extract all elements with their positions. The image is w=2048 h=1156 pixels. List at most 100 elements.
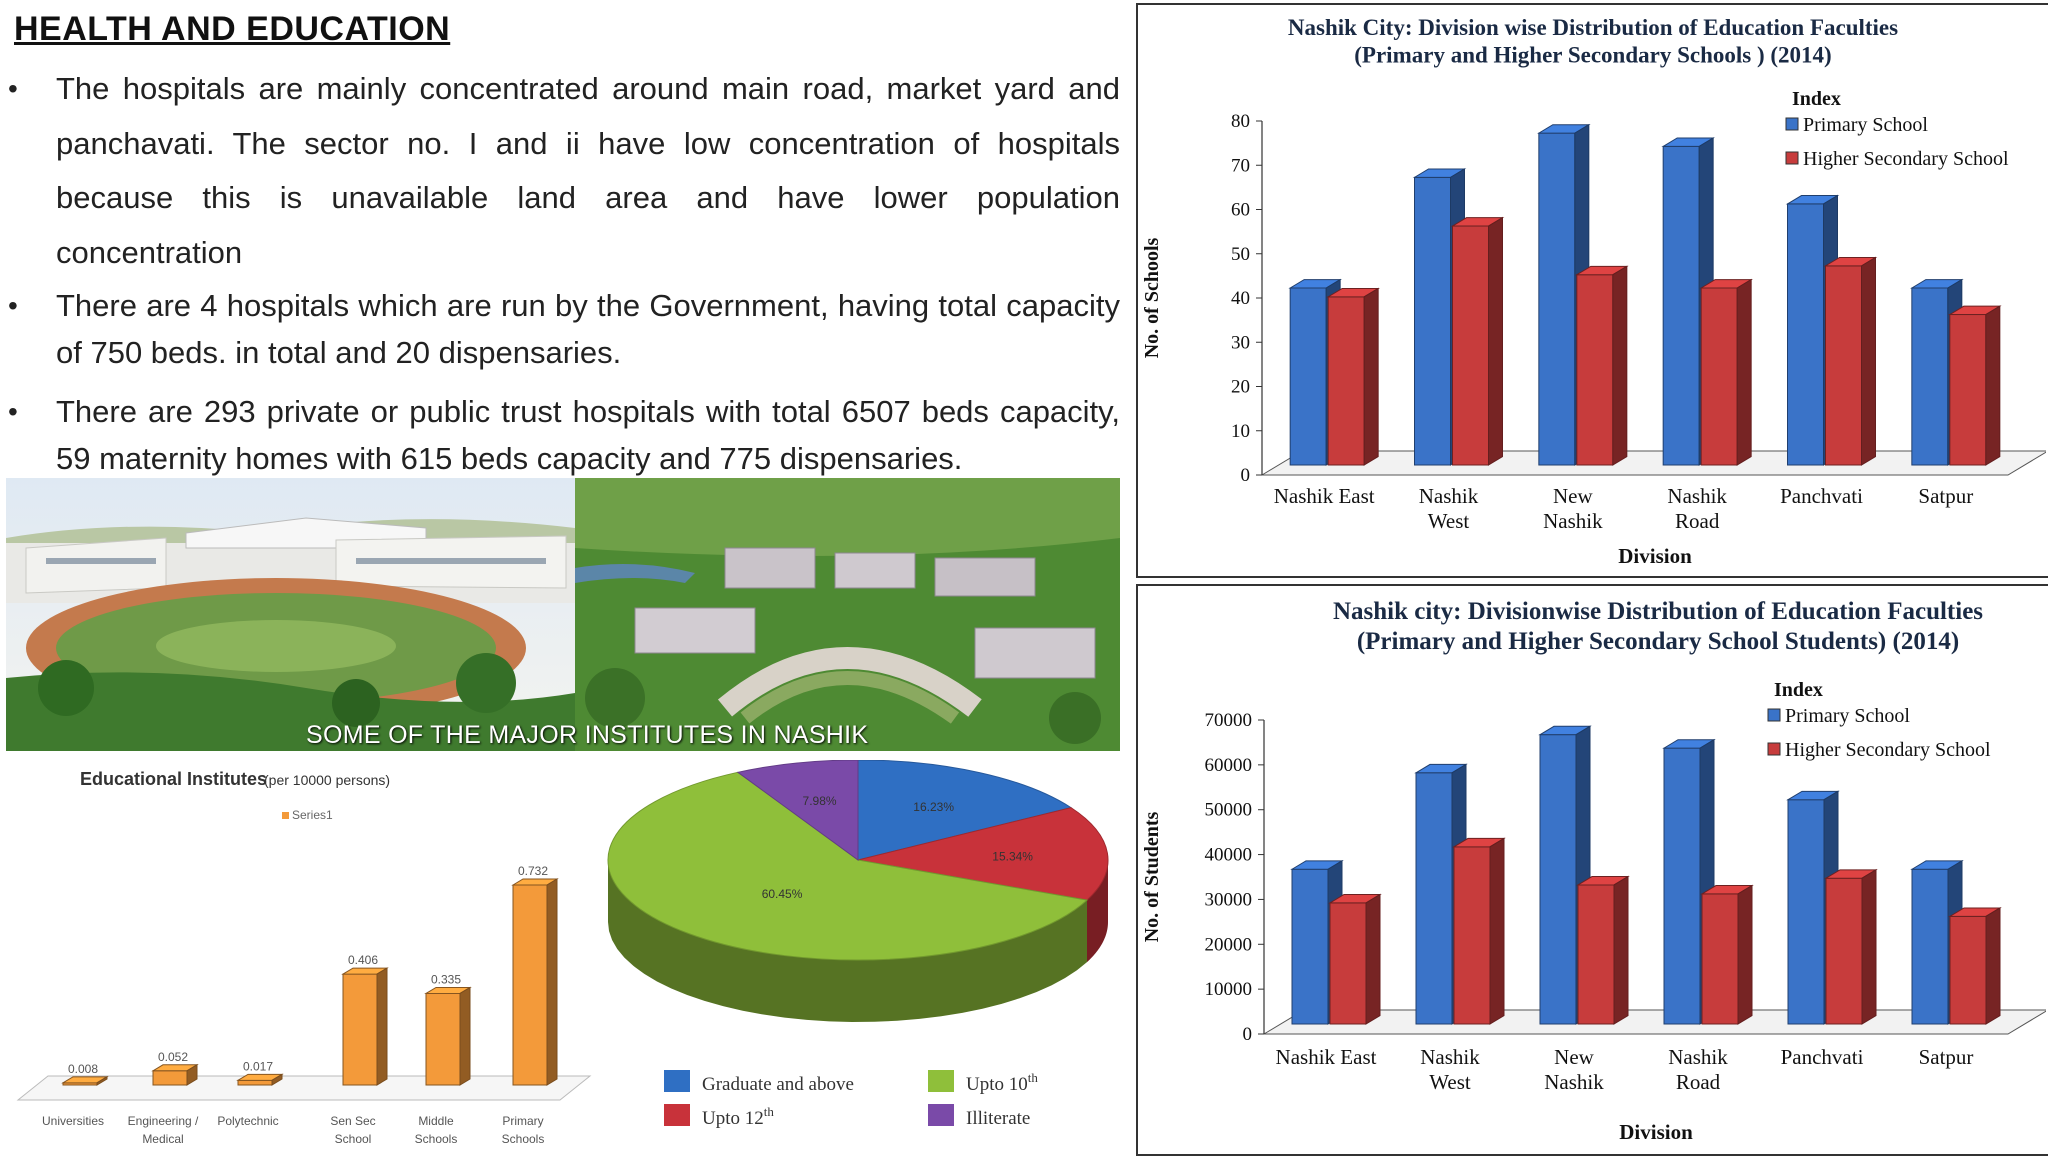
x-tick-label: Panchvati [1780,484,1863,508]
bar-secondary [1576,875,1630,1025]
bar-secondary-side [1365,893,1381,1025]
x-tick-label: Sen Sec [330,1114,375,1128]
bar-secondary [1575,265,1629,466]
slice-label: 7.98% [803,794,837,808]
bar-secondary-side [1489,837,1505,1025]
bar-secondary-front [1327,296,1365,466]
y-tick-label: 50000 [1205,800,1253,821]
educational-institutes-chart: Educational Institutes(per 10000 persons… [16,769,592,1146]
bar-primary [1538,725,1592,1025]
bar-secondary-front [1576,274,1614,466]
x-tick-label: Panchvati [1781,1045,1864,1069]
x-tick-label: Nashik [1544,1070,1604,1094]
data-label: 0.732 [518,864,548,878]
chart-subtitle: (per 10000 persons) [264,772,390,788]
legend-swatch [1785,117,1799,131]
pie-slice [736,760,859,861]
bar-primary-front [1911,287,1949,466]
x-tick-label: Nashik [1667,484,1727,508]
bar-secondary [1699,278,1753,466]
bar-secondary-side [1736,278,1752,466]
pie-slice [857,760,1073,861]
bullet-list: The hospitals are mainly concentrated ar… [8,62,1120,482]
photo-caption: SOME OF THE MAJOR INSTITUTES IN NASHIK [306,721,869,749]
x-tick-label: Satpur [1919,1045,1974,1069]
bar-institutes [511,878,559,1086]
bar-secondary-front [1701,893,1739,1025]
legend-label: Illiterate [966,1108,1030,1129]
bar-secondary [1450,216,1505,466]
x-tick-label: Universities [42,1114,104,1128]
bar-institutes [61,1075,109,1086]
bar-primary-front [1414,176,1451,466]
y-tick-label: 10000 [1205,979,1253,1000]
bar-primary-front [1415,772,1453,1025]
bar-institutes [151,1063,199,1086]
y-tick-label: 20000 [1205,934,1253,955]
legend-swatch [282,812,289,819]
bar-secondary-side [1985,907,2001,1025]
legend-swatch [1767,708,1781,722]
bar-secondary [1824,868,1878,1025]
legend-swatch [1785,151,1799,165]
slice-label: 16.23% [913,800,954,814]
bar-institutes-side [96,1075,108,1086]
legend-swatch [664,1104,690,1126]
bar-institutes-front [237,1079,273,1086]
x-tick-label: Nashik [1543,509,1603,533]
legend-label: Upto 12th [702,1104,774,1129]
bar-primary [1662,738,1716,1025]
bar-secondary [1328,893,1382,1025]
y-axis-label: No. of Students [1141,811,1163,942]
bar-secondary-front [1453,846,1491,1025]
bar-institutes-side [546,878,558,1086]
bullet-item: There are 4 hospitals which are run by t… [8,282,1120,376]
x-tick-label: Road [1675,509,1720,533]
x-tick-label: Nashik [1420,1045,1480,1069]
students-chart-panel: Nashik city: Divisionwise Distribution o… [1136,584,2048,1156]
y-tick-label: 30 [1231,332,1250,353]
bar-institutes [236,1073,284,1086]
bar-secondary-side [1737,884,1753,1025]
x-tick-label: Schools [502,1132,545,1146]
literacy-pie-chart: 16.23% 15.34% 60.45% 7.98% Graduate and abov… [607,760,1109,1129]
bar-primary-front [1662,145,1700,466]
y-tick-label: 0 [1243,1024,1253,1045]
bar-secondary [1823,256,1878,466]
bar-secondary-front [1577,884,1615,1025]
slide-heading: HEALTH AND EDUCATION [14,10,451,48]
bar-institutes [424,986,472,1086]
legend-label: Graduate and above [702,1074,854,1095]
legend-label: Series1 [292,808,333,822]
institute-photos: SOME OF THE MAJOR INSTITUTES IN NASHIK [6,478,1120,751]
data-label: 0.017 [243,1059,273,1073]
x-tick-label: Primary [502,1114,543,1128]
x-tick-label: Nashik East [1274,484,1375,508]
x-tick-label: Nashik [1419,484,1479,508]
x-tick-label: Nashik [1668,1045,1728,1069]
y-tick-label: 20 [1231,377,1250,398]
x-axis-label: Division [1618,544,1692,568]
legend-label: Higher Secondary School [1803,148,2009,170]
legend-label: Higher Secondary School [1785,739,1991,761]
x-tick-label: West [1429,1070,1471,1094]
y-tick-label: 10 [1231,421,1250,442]
y-tick-label: 70 [1231,155,1250,176]
y-tick-label: 60000 [1205,755,1253,776]
legend-swatch [928,1104,954,1126]
chart-subtitle: (Primary and Higher Secondary Schools ) … [1354,43,1831,68]
y-tick-label: 40000 [1205,845,1253,866]
bar-primary-front [1663,747,1701,1025]
bar-secondary-front [1949,314,1987,466]
legend-swatch [1767,742,1781,756]
chart-subtitle: (Primary and Higher Secondary School Stu… [1357,628,1959,655]
bar-institutes-front [152,1070,188,1086]
bar-institutes-side [186,1063,198,1086]
data-label: 0.406 [348,953,378,967]
bar-secondary [1700,884,1754,1025]
bar-primary-front [1291,868,1329,1025]
bar-secondary-side [1861,256,1876,466]
bar-secondary [1948,305,2002,466]
bar-secondary [1326,287,1380,466]
bar-secondary-front [1329,902,1367,1025]
